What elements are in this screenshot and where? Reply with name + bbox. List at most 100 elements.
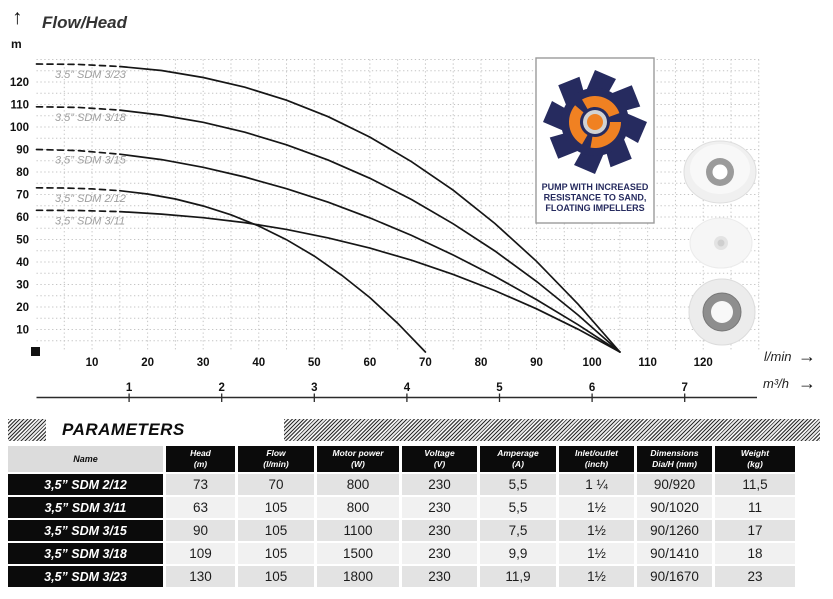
cell-value: 5,5 [480, 497, 556, 518]
svg-text:50: 50 [16, 235, 29, 247]
cell-value: 70 [238, 474, 314, 495]
pump-curves [35, 63, 621, 353]
cell-value: 130 [166, 566, 235, 587]
y-axis-unit-label: m [11, 37, 22, 51]
svg-text:PUMP WITH INCREASED: PUMP WITH INCREASED [542, 182, 649, 192]
svg-text:6: 6 [589, 382, 595, 394]
curve-1 [118, 109, 621, 353]
svg-text:120: 120 [694, 357, 713, 369]
cell-value: 90/1260 [637, 520, 712, 541]
hatch-stripe-left [8, 419, 46, 441]
column-header-motor-power: Motor power (W) [317, 446, 399, 472]
svg-text:3,5” SDM 3/15: 3,5” SDM 3/15 [55, 155, 127, 167]
chart-title: Flow/Head [42, 13, 128, 32]
cell-value: 90/1410 [637, 543, 712, 564]
cell-value: 230 [402, 543, 477, 564]
cell-value: 109 [166, 543, 235, 564]
curve-4 [118, 210, 621, 353]
cell-value: 1½ [559, 497, 634, 518]
cell-value: 230 [402, 566, 477, 587]
m3h-right-arrow-icon: → [798, 373, 816, 393]
x-axis-unit-lmin-label: l/min [764, 349, 792, 364]
curve-labels: 3.5” SDM 3/23 3.5” SDM 3/18 3,5” SDM 3/15 3… [55, 69, 127, 227]
cell-value: 1½ [559, 566, 634, 587]
product-photos [683, 140, 757, 346]
svg-text:30: 30 [197, 357, 210, 369]
column-header-weight: Weight (kg) [715, 446, 795, 472]
svg-text:4: 4 [404, 382, 411, 394]
svg-text:70: 70 [16, 190, 29, 202]
svg-text:FLOATING IMPELLERS: FLOATING IMPELLERS [545, 203, 644, 213]
svg-text:3.5” SDM 3/18: 3.5” SDM 3/18 [55, 112, 127, 124]
cell-value: 230 [402, 520, 477, 541]
row-name: 3,5” SDM 3/23 [8, 566, 163, 587]
svg-text:20: 20 [16, 302, 29, 314]
column-header-inlet-outlet: Inlet/outlet (inch) [559, 446, 634, 472]
cell-value: 17 [715, 520, 795, 541]
svg-text:60: 60 [363, 357, 376, 369]
x-axis-tick-labels: 10 20 30 40 50 60 70 80 90 100 110 120 [86, 357, 713, 369]
svg-text:80: 80 [475, 357, 488, 369]
impeller-photo-ring [688, 278, 756, 346]
cell-value: 230 [402, 497, 477, 518]
svg-text:110: 110 [638, 357, 657, 369]
cell-value: 18 [715, 543, 795, 564]
cell-value: 90/920 [637, 474, 712, 495]
flow-head-chart: 10 20 30 40 50 60 70 80 90 100 110 120 10 20 30 40 50 60 7… [10, 57, 760, 402]
column-header-amperage: Amperage (A) [480, 446, 556, 472]
svg-text:3.5” SDM 3/23: 3.5” SDM 3/23 [55, 69, 127, 81]
curve-2 [118, 153, 621, 353]
svg-text:10: 10 [16, 325, 29, 337]
cell-value: 1½ [559, 520, 634, 541]
cell-value: 7,5 [480, 520, 556, 541]
cell-value: 1½ [559, 543, 634, 564]
cell-value: 105 [238, 520, 314, 541]
svg-text:100: 100 [10, 122, 29, 134]
cell-value: 105 [238, 566, 314, 587]
cell-value: 23 [715, 566, 795, 587]
cell-value: 73 [166, 474, 235, 495]
column-header-name: Name [8, 446, 163, 472]
column-header-flow: Flow (l/min) [238, 446, 314, 472]
svg-text:80: 80 [16, 167, 29, 179]
cell-value: 11 [715, 497, 795, 518]
cell-value: 105 [238, 543, 314, 564]
curve-dashed-0 [35, 63, 121, 68]
curve-dashed-2 [35, 148, 121, 156]
cell-value: 9,9 [480, 543, 556, 564]
cell-value: 5,5 [480, 474, 556, 495]
cell-value: 800 [317, 497, 399, 518]
parameters-title-box: PARAMETERS [46, 419, 284, 441]
svg-text:2: 2 [218, 382, 224, 394]
cell-value: 105 [238, 497, 314, 518]
svg-text:20: 20 [141, 357, 154, 369]
svg-text:RESISTANCE TO SAND,: RESISTANCE TO SAND, [544, 193, 647, 203]
cell-value: 1500 [317, 543, 399, 564]
svg-text:7: 7 [681, 382, 687, 394]
svg-text:40: 40 [16, 257, 29, 269]
m3h-axis: 1 2 3 4 5 6 7 [36, 382, 757, 402]
impeller-photo-plain-disc [689, 217, 753, 269]
svg-text:70: 70 [419, 357, 432, 369]
svg-text:3,5” SDM 2/12: 3,5” SDM 2/12 [55, 193, 126, 205]
cell-value: 1100 [317, 520, 399, 541]
curve-dashed-1 [35, 105, 121, 111]
parameters-title: PARAMETERS [62, 420, 185, 439]
svg-text:10: 10 [86, 357, 99, 369]
cell-value: 11,9 [480, 566, 556, 587]
origin-marker [31, 347, 40, 356]
svg-text:100: 100 [583, 357, 602, 369]
cell-value: 63 [166, 497, 235, 518]
parameters-table: Name Head (m) Flow (l/min) Motor power (W) Volt… [8, 446, 795, 587]
impeller-photo-top-view [683, 140, 757, 204]
cell-value: 230 [402, 474, 477, 495]
cell-value: 800 [317, 474, 399, 495]
row-name: 3,5” SDM 3/15 [8, 520, 163, 541]
lmin-right-arrow-icon: → [798, 346, 816, 366]
cell-value: 90/1020 [637, 497, 712, 518]
cell-value: 11,5 [715, 474, 795, 495]
flow-axis-up-arrow-icon: ↑ [12, 6, 23, 29]
